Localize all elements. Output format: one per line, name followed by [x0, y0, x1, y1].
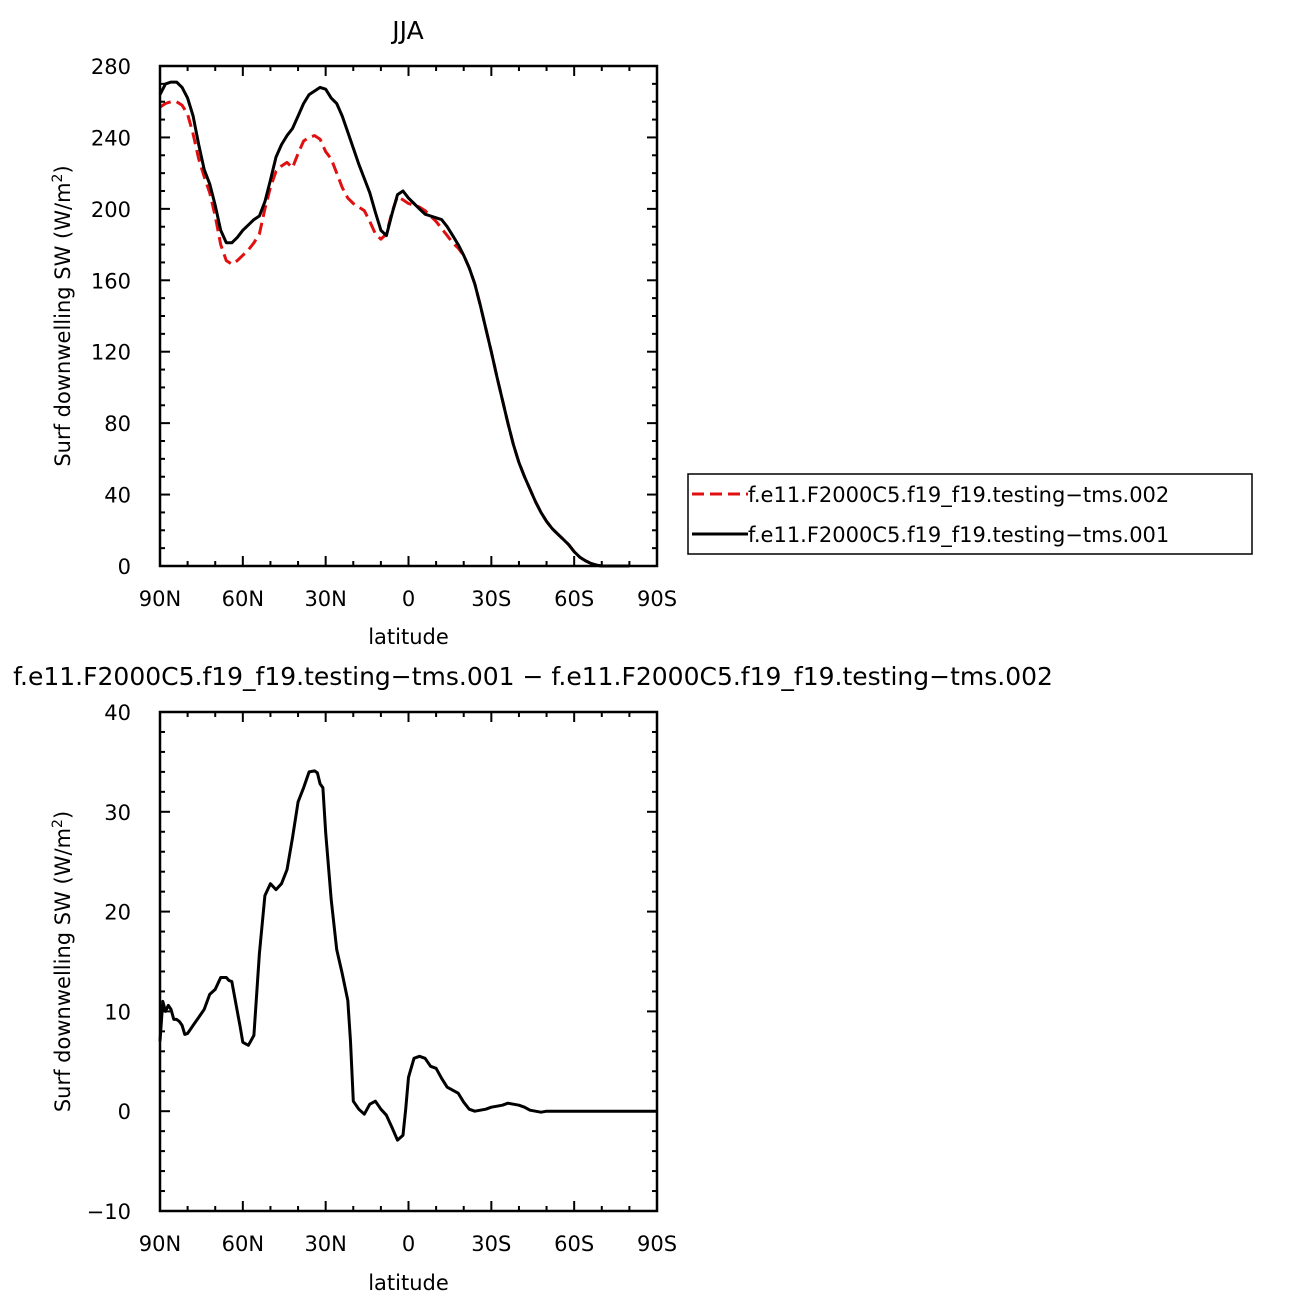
legend-label-1: f.e11.F2000C5.f19_f19.testing−tms.002: [748, 483, 1169, 508]
x-tick-label: 60N: [222, 1232, 264, 1256]
y-tick-label: 40: [104, 484, 131, 508]
y-tick-label: 240: [91, 126, 131, 150]
y-tick-label: 120: [91, 341, 131, 365]
y-axis-label-main: Surf downwelling SW (W/m: [51, 828, 75, 1112]
y-axis-label: Surf downwelling SW (W/m2): [50, 811, 75, 1112]
legend: f.e11.F2000C5.f19_f19.testing−tms.002 f.e…: [687, 473, 1253, 555]
x-tick-label: 30N: [304, 587, 346, 611]
x-tick-label: 90N: [139, 587, 181, 611]
y-axis-label-main: Surf downwelling SW (W/m: [51, 182, 75, 466]
x-tick-label: 30N: [304, 1232, 346, 1256]
y-tick-label: 20: [104, 901, 131, 925]
x-tick-label: 60N: [222, 587, 264, 611]
y-tick-label: 30: [104, 801, 131, 825]
y-tick-label: 10: [104, 1000, 131, 1024]
x-axis-label: latitude: [368, 625, 449, 649]
x-tick-label: 0: [402, 1232, 415, 1256]
y-tick-label: 40: [104, 701, 131, 725]
x-tick-label: 90N: [139, 1232, 181, 1256]
y-axis-label-superscript: 2: [50, 819, 66, 828]
plot-frame: [158, 64, 659, 568]
x-tick-label: 90S: [637, 1232, 677, 1256]
plot-frame: [158, 710, 659, 1213]
chart-title: f.e11.F2000C5.f19_f19.testing−tms.001 − …: [13, 662, 1053, 691]
chart-title: JJA: [390, 16, 423, 45]
y-tick-label: 160: [91, 269, 131, 293]
bottom-chart: f.e11.F2000C5.f19_f19.testing−tms.001 − …: [13, 662, 1053, 1295]
y-axis-label-end: ): [51, 165, 75, 173]
y-axis-label-superscript: 2: [50, 174, 66, 183]
x-tick-label: 60S: [554, 1232, 594, 1256]
legend-label-2: f.e11.F2000C5.f19_f19.testing−tms.001: [748, 523, 1169, 548]
top-chart: JJA 90N 60N 30N 0 30S 60S 90S 0 40 80 120 160 200 240 2…: [50, 16, 677, 649]
y-tick-label: 200: [91, 198, 131, 222]
y-axis-label-end: ): [51, 811, 75, 819]
series-line-2: [158, 80, 630, 568]
y-tick-label: −10: [87, 1200, 131, 1224]
series-line-1: [158, 769, 657, 1142]
y-tick-label: 0: [118, 555, 131, 579]
x-tick-label: 30S: [471, 587, 511, 611]
x-axis-label: latitude: [368, 1271, 449, 1295]
y-tick-label: 0: [118, 1100, 131, 1124]
x-tick-label: 60S: [554, 587, 594, 611]
y-axis-label: Surf downwelling SW (W/m2): [50, 165, 75, 466]
y-tick-label: 280: [91, 55, 131, 79]
legend-box: [687, 473, 1253, 555]
x-tick-label: 30S: [471, 1232, 511, 1256]
x-tick-label: 0: [402, 587, 415, 611]
y-tick-label: 80: [104, 412, 131, 436]
series-line-1: [159, 100, 630, 568]
x-tick-label: 90S: [637, 587, 677, 611]
